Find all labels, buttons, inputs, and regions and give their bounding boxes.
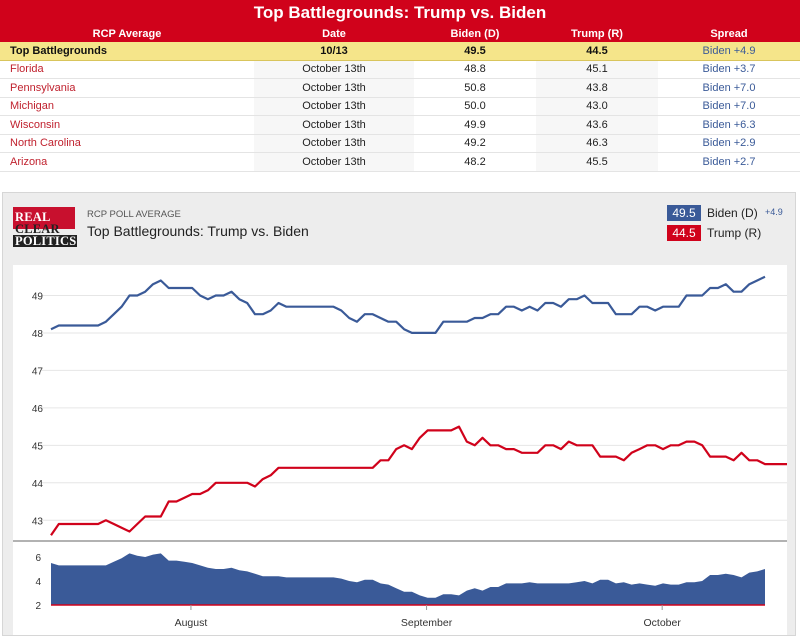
row-biden: 48.8 bbox=[414, 60, 536, 79]
row-biden: 49.9 bbox=[414, 115, 536, 135]
x-tick-label: September bbox=[401, 617, 453, 629]
spread-area bbox=[51, 553, 765, 605]
legend-trump-name: Trump (R) bbox=[707, 226, 762, 240]
rcp-logo: REAL CLEAR POLITICS bbox=[13, 207, 79, 251]
col-header-spread[interactable]: Spread bbox=[658, 26, 800, 42]
y-tick-label: 44 bbox=[32, 479, 44, 490]
polls-table: RCP Average Date Biden (D) Trump (R) Spr… bbox=[0, 26, 800, 172]
row-trump: 43.0 bbox=[536, 97, 658, 116]
table-row: North Carolina October 13th 49.2 46.3 Bi… bbox=[0, 134, 800, 153]
row-trump: 43.8 bbox=[536, 78, 658, 98]
row-trump: 43.6 bbox=[536, 115, 658, 135]
spread-tick-label: 2 bbox=[35, 601, 41, 612]
rcp-average-row: Top Battlegrounds 10/13 49.5 44.5 Biden … bbox=[0, 42, 800, 61]
chart-title: Top Battlegrounds: Trump vs. Biden bbox=[87, 223, 309, 239]
y-tick-label: 45 bbox=[32, 441, 44, 452]
legend-trump[interactable]: 44.5 Trump (R) bbox=[667, 225, 791, 243]
chart-legend: 49.5 Biden (D) +4.9 44.5 Trump (R) bbox=[667, 205, 791, 247]
row-spread: Biden +2.9 bbox=[658, 134, 800, 153]
row-biden: 50.0 bbox=[414, 97, 536, 116]
col-header-rcp-average[interactable]: RCP Average bbox=[0, 26, 254, 42]
row-date: October 13th bbox=[254, 60, 414, 79]
table-row: Wisconsin October 13th 49.9 43.6 Biden +… bbox=[0, 115, 800, 135]
x-tick-label: October bbox=[644, 617, 682, 629]
spread-tick-label: 6 bbox=[35, 553, 41, 564]
biden-series-line bbox=[50, 275, 766, 335]
col-header-date[interactable]: Date bbox=[254, 26, 414, 42]
trump-series-line bbox=[50, 425, 797, 536]
y-tick-label: 48 bbox=[32, 329, 44, 340]
row-biden: 48.2 bbox=[414, 152, 536, 172]
logo-word-3: POLITICS bbox=[13, 234, 77, 248]
row-date: October 13th bbox=[254, 78, 414, 98]
avg-biden: 49.5 bbox=[414, 42, 536, 61]
legend-biden-spread: +4.9 bbox=[765, 207, 783, 217]
x-tick-label: August bbox=[175, 617, 208, 629]
avg-trump: 44.5 bbox=[536, 42, 658, 61]
table-row: Pennsylvania October 13th 50.8 43.8 Bide… bbox=[0, 78, 800, 98]
state-link[interactable]: Michigan bbox=[0, 97, 254, 116]
plot-area[interactable]: 43 44 45 46 47 48 49 2 4 6 August September October bbox=[13, 265, 797, 635]
state-link[interactable]: North Carolina bbox=[0, 134, 254, 153]
y-tick-label: 47 bbox=[32, 366, 44, 377]
state-link[interactable]: Pennsylvania bbox=[0, 78, 254, 98]
table-header-row: RCP Average Date Biden (D) Trump (R) Spr… bbox=[0, 26, 800, 42]
row-biden: 49.2 bbox=[414, 134, 536, 153]
row-spread: Biden +3.7 bbox=[658, 60, 800, 79]
avg-date: 10/13 bbox=[254, 42, 414, 61]
logo-red-block bbox=[13, 207, 75, 229]
chart-kicker: RCP POLL AVERAGE bbox=[87, 209, 181, 220]
state-link[interactable]: Florida bbox=[0, 60, 254, 79]
y-tick-label: 46 bbox=[32, 404, 44, 415]
row-spread: Biden +7.0 bbox=[658, 78, 800, 98]
col-header-biden[interactable]: Biden (D) bbox=[414, 26, 536, 42]
legend-biden-value: 49.5 bbox=[667, 205, 701, 221]
row-spread: Biden +7.0 bbox=[658, 97, 800, 116]
legend-biden[interactable]: 49.5 Biden (D) +4.9 bbox=[667, 205, 791, 223]
logo-word-2: CLEAR bbox=[15, 222, 60, 236]
y-tick-label: 43 bbox=[32, 516, 44, 527]
row-date: October 13th bbox=[254, 134, 414, 153]
avg-name: Top Battlegrounds bbox=[0, 42, 254, 61]
poll-chart-widget: REAL CLEAR POLITICS RCP POLL AVERAGE Top… bbox=[2, 192, 797, 636]
table-title: Top Battlegrounds: Trump vs. Biden bbox=[0, 0, 800, 26]
row-trump: 45.1 bbox=[536, 60, 658, 79]
logo-word-1: REAL bbox=[15, 210, 51, 224]
table-row: Michigan October 13th 50.0 43.0 Biden +7… bbox=[0, 97, 800, 116]
legend-biden-name: Biden (D) bbox=[707, 206, 758, 220]
state-link[interactable]: Arizona bbox=[0, 152, 254, 172]
row-spread: Biden +6.3 bbox=[658, 115, 800, 135]
table-row: Florida October 13th 48.8 45.1 Biden +3.… bbox=[0, 60, 800, 79]
state-link[interactable]: Wisconsin bbox=[0, 115, 254, 135]
row-spread: Biden +2.7 bbox=[658, 152, 800, 172]
row-date: October 13th bbox=[254, 152, 414, 172]
spread-tick-label: 4 bbox=[35, 577, 41, 588]
row-biden: 50.8 bbox=[414, 78, 536, 98]
row-date: October 13th bbox=[254, 97, 414, 116]
row-trump: 45.5 bbox=[536, 152, 658, 172]
table-row: Arizona October 13th 48.2 45.5 Biden +2.… bbox=[0, 152, 800, 172]
avg-spread: Biden +4.9 bbox=[658, 42, 800, 61]
row-trump: 46.3 bbox=[536, 134, 658, 153]
col-header-trump[interactable]: Trump (R) bbox=[536, 26, 658, 42]
legend-trump-value: 44.5 bbox=[667, 225, 701, 241]
row-date: October 13th bbox=[254, 115, 414, 135]
y-tick-label: 49 bbox=[32, 291, 44, 302]
